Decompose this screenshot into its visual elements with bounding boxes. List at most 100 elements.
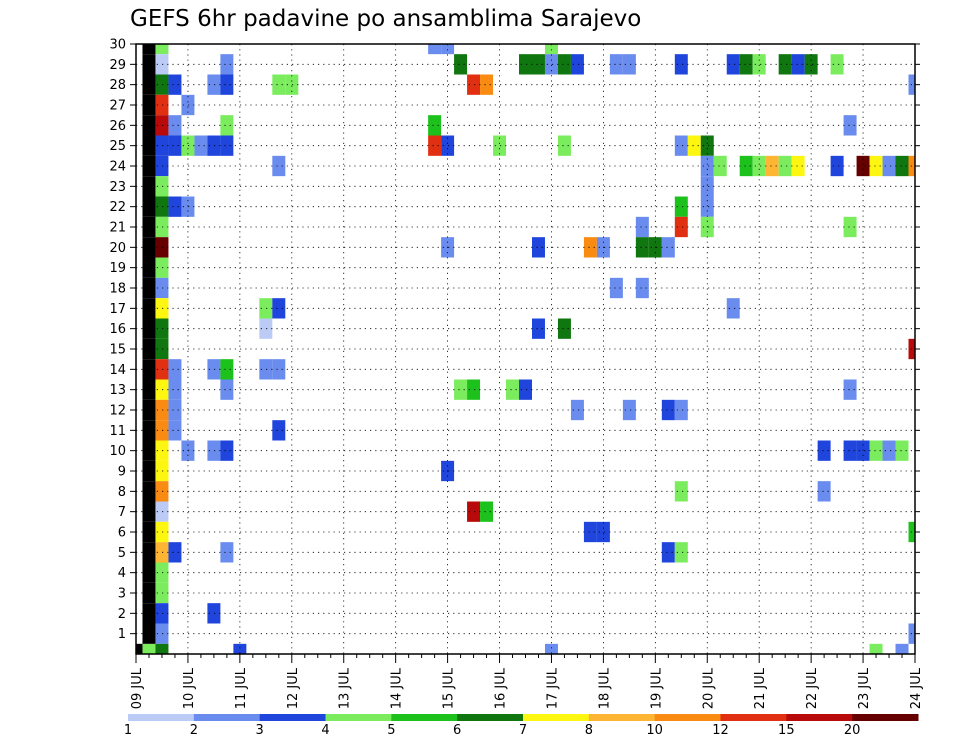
heatmap-cell <box>142 643 156 654</box>
colorbar-swatch <box>457 714 524 721</box>
heatmap-cell <box>635 237 649 258</box>
heatmap-cell <box>791 54 805 75</box>
heatmap-cell <box>142 562 156 583</box>
heatmap-cell <box>869 155 883 177</box>
heatmap-cell <box>272 298 286 319</box>
heatmap-cell <box>661 542 675 563</box>
heatmap-cell <box>752 155 766 177</box>
colorbar-swatch <box>588 714 656 721</box>
heatmap-cell <box>155 521 169 543</box>
heatmap-cell <box>155 603 169 624</box>
heatmap-cell <box>843 440 857 461</box>
y-tick-label: 8 <box>118 485 126 500</box>
x-tick-label: 10 JUL <box>182 667 197 709</box>
colorbar-label: 3 <box>256 723 264 738</box>
heatmap-cell <box>155 359 169 380</box>
colorbar-swatch <box>654 714 721 721</box>
heatmap-cell <box>142 176 156 197</box>
y-tick-label: 22 <box>109 200 126 215</box>
heatmap-cell <box>142 237 156 258</box>
heatmap-cell <box>272 359 286 380</box>
heatmap-cell <box>259 298 273 319</box>
heatmap-cell <box>155 542 169 563</box>
heatmap-cell <box>895 643 909 654</box>
heatmap-cell <box>155 562 169 583</box>
heatmap-cell <box>856 155 870 177</box>
heatmap-cell <box>830 54 844 75</box>
heatmap-cell <box>480 501 494 522</box>
x-tick-label: 13 JUL <box>338 667 353 709</box>
heatmap-cell <box>531 54 545 75</box>
heatmap-cell <box>207 135 221 156</box>
heatmap-cell <box>220 135 234 156</box>
colorbar-swatch <box>786 714 853 721</box>
heatmap-cell <box>155 155 169 177</box>
heatmap-cell <box>843 216 857 238</box>
heatmap-cell <box>155 44 169 55</box>
x-tick-label: 17 JUL <box>545 667 560 709</box>
y-tick-label: 27 <box>109 99 126 114</box>
heatmap-cell <box>674 216 688 238</box>
x-tick-label: 19 JUL <box>649 667 664 709</box>
heatmap-cell <box>519 379 532 400</box>
heatmap-cell <box>142 359 156 380</box>
heatmap-cell <box>830 155 844 177</box>
x-tick-label: 20 JUL <box>701 667 716 709</box>
heatmap-cell <box>142 196 156 217</box>
heatmap-cell <box>142 54 156 75</box>
heatmap-cell <box>765 155 779 177</box>
heatmap-cell <box>155 135 169 156</box>
y-tick-label: 29 <box>109 58 126 73</box>
y-tick-label: 23 <box>109 180 126 195</box>
heatmap-cell <box>142 623 156 644</box>
heatmap-cell <box>739 155 753 177</box>
colorbar-label: 8 <box>585 723 593 738</box>
colorbar-swatch <box>325 714 392 721</box>
heatmap-cell <box>207 603 221 624</box>
heatmap-cell <box>531 237 545 258</box>
heatmap-cell <box>739 54 753 75</box>
heatmap-cell <box>142 257 156 278</box>
heatmap-cell <box>142 440 156 461</box>
heatmap-cell <box>687 135 701 156</box>
heatmap-cell <box>778 54 792 75</box>
heatmap-cell <box>467 74 481 95</box>
heatmap-cell <box>220 115 234 136</box>
heatmap-cell <box>531 318 545 339</box>
heatmap-cell <box>635 216 649 238</box>
colorbar: 1 2 3 4 5 6 7 8 10 12 15 20 <box>124 714 919 738</box>
heatmap-cell <box>168 196 182 217</box>
y-tick-label: 15 <box>109 343 126 358</box>
heatmap-cell <box>259 318 273 339</box>
heatmap-cell <box>142 277 156 299</box>
heatmap-cell <box>428 115 442 136</box>
heatmap-cell <box>674 481 688 502</box>
heatmap-cell <box>142 94 156 116</box>
heatmap-cell <box>570 399 584 421</box>
heatmap-cell <box>428 44 442 55</box>
heatmap-cell <box>168 379 182 400</box>
heatmap-cell <box>804 54 818 75</box>
chart-title: GEFS 6hr padavine po ansamblima Sarajevo <box>130 6 641 32</box>
heatmap-cell <box>726 54 740 75</box>
heatmap-cell <box>155 74 169 95</box>
colorbar-swatch <box>391 714 458 721</box>
heatmap-cell <box>609 54 623 75</box>
heatmap-cell <box>142 582 156 604</box>
grid-layer <box>136 44 915 654</box>
colorbar-swatch <box>720 714 787 721</box>
heatmap-cell <box>544 643 558 654</box>
y-tick-label: 26 <box>109 119 126 134</box>
colorbar-label: 20 <box>844 723 861 738</box>
y-tick-label: 18 <box>109 282 126 297</box>
y-tick-label: 19 <box>109 261 126 276</box>
heatmap-cell <box>480 74 494 95</box>
heatmap-cell <box>895 155 909 177</box>
y-tick-label: 10 <box>109 444 126 459</box>
heatmap-cell <box>220 359 234 380</box>
heatmap-cell <box>557 54 571 75</box>
colorbar-label: 5 <box>387 723 395 738</box>
y-tick-label: 6 <box>118 526 126 541</box>
heatmap-cell <box>869 440 883 461</box>
